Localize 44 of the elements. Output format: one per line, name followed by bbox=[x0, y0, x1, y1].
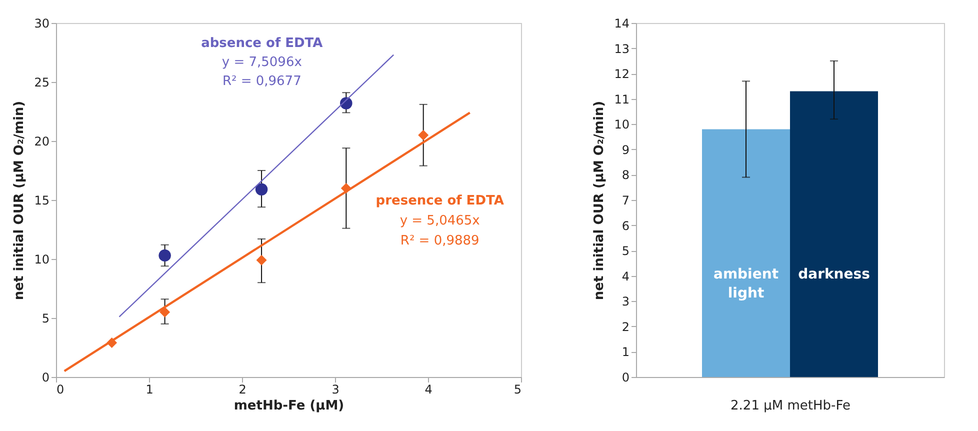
annotation: absence of EDTA bbox=[201, 36, 323, 51]
x-tick-label: 2 bbox=[238, 382, 246, 396]
y-axis-title: net initial OUR (µM O₂/min) bbox=[12, 100, 28, 300]
y-tick-label: 3 bbox=[622, 294, 630, 309]
y-tick-label: 10 bbox=[614, 118, 630, 132]
y-tick-label: 14 bbox=[614, 16, 630, 30]
x-tick-label: 0 bbox=[56, 382, 64, 396]
y-tick-label: 7 bbox=[622, 194, 630, 208]
y-tick-label: 6 bbox=[622, 218, 630, 233]
annotation: y = 5,0465x bbox=[400, 214, 480, 229]
y-tick-label: 8 bbox=[622, 168, 630, 182]
x-tick-label: darkness bbox=[798, 266, 870, 282]
y-axis-title: net initial OUR (µM O₂/min) bbox=[592, 100, 608, 300]
y-tick-label: 9 bbox=[622, 142, 630, 157]
annotation: y = 7,5096x bbox=[222, 55, 302, 70]
point bbox=[418, 130, 429, 140]
y-tick-label: 25 bbox=[34, 76, 50, 90]
y-tick-label: 11 bbox=[614, 92, 630, 106]
point bbox=[255, 183, 268, 196]
y-tick-label: 5 bbox=[42, 312, 50, 326]
y-tick-label: 5 bbox=[622, 244, 630, 258]
y-tick-label: 15 bbox=[34, 194, 50, 208]
y-tick-label: 0 bbox=[42, 370, 50, 384]
x-axis-title: metHb-Fe (µM) bbox=[234, 398, 344, 414]
y-tick-label: 1 bbox=[622, 345, 630, 360]
y-tick-label: 13 bbox=[614, 42, 630, 56]
x-axis-title: 2.21 µM metHb-Fe bbox=[730, 398, 850, 414]
point bbox=[256, 254, 267, 266]
point bbox=[160, 306, 170, 318]
x-tick-label: 5 bbox=[514, 382, 522, 396]
annotation: R² = 0,9889 bbox=[400, 234, 480, 249]
x-tick-label: 1 bbox=[146, 382, 154, 396]
y-tick-label: 2 bbox=[622, 320, 630, 334]
x-tick-label: 3 bbox=[332, 382, 340, 396]
annotation: presence of EDTA bbox=[376, 194, 504, 209]
y-tick-label: 30 bbox=[34, 16, 50, 30]
x-tick-label: 4 bbox=[424, 382, 432, 396]
y-tick-label: 20 bbox=[34, 134, 50, 148]
annotation: R² = 0,9677 bbox=[222, 74, 302, 89]
x-tick-label: ambient light bbox=[713, 266, 779, 302]
y-tick-label: 0 bbox=[622, 370, 630, 384]
y-tick-label: 12 bbox=[614, 67, 630, 82]
point bbox=[158, 249, 171, 262]
y-tick-label: 10 bbox=[34, 252, 50, 266]
